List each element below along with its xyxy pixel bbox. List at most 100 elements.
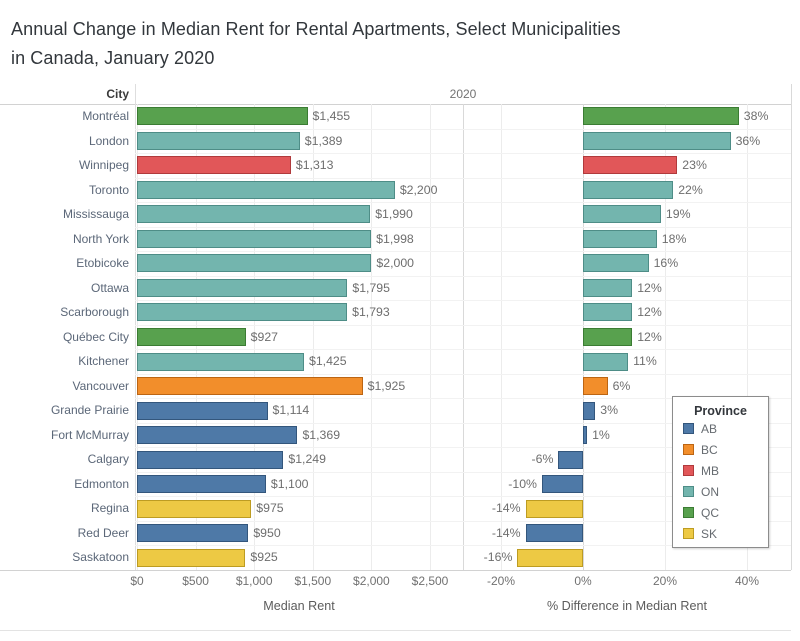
median-rent-value: $1,455 xyxy=(312,109,351,123)
pct-difference-bar[interactable] xyxy=(583,352,629,371)
row-divider xyxy=(135,471,791,473)
pct-difference-bar[interactable] xyxy=(583,180,674,199)
median-rent-value: $1,990 xyxy=(375,207,413,222)
pct-difference-bar[interactable] xyxy=(583,229,657,248)
pct-difference-value: -14% xyxy=(491,501,521,516)
city-label: Etobicoke xyxy=(76,256,129,271)
pct-difference-value: -16% xyxy=(483,550,513,565)
median-rent-bar[interactable] xyxy=(137,475,266,494)
row-divider xyxy=(135,202,791,204)
pct-difference-bar[interactable] xyxy=(583,278,633,297)
right-gridline xyxy=(665,104,666,570)
pct-difference-value: 23% xyxy=(682,158,707,173)
row-divider xyxy=(135,373,791,375)
axis-line xyxy=(0,570,791,571)
pct-difference-value: 11% xyxy=(633,354,657,369)
median-rent-bar[interactable] xyxy=(137,107,308,126)
pct-difference-bar[interactable] xyxy=(583,107,739,126)
pct-difference-bar[interactable] xyxy=(525,499,583,518)
pct-difference-value: 38% xyxy=(743,109,769,123)
pct-difference-bar[interactable] xyxy=(583,303,633,322)
city-label: North York xyxy=(72,231,129,246)
legend-swatch-on xyxy=(683,486,694,497)
right-axis-title: % Difference in Median Rent xyxy=(546,599,708,613)
median-rent-bar[interactable] xyxy=(137,278,348,297)
row-divider xyxy=(135,520,791,522)
legend-items: AB BC MB ON QC SK xyxy=(673,418,768,544)
legend-item-on[interactable]: ON xyxy=(673,481,768,502)
pct-difference-bar[interactable] xyxy=(583,131,731,150)
pct-difference-bar[interactable] xyxy=(583,426,588,445)
median-rent-bar[interactable] xyxy=(137,229,372,248)
median-rent-value: $975 xyxy=(256,501,284,516)
median-rent-bar[interactable] xyxy=(137,328,246,346)
median-rent-value: $1,313 xyxy=(295,158,334,173)
left-axis-tick: $1,000 xyxy=(235,574,273,588)
left-axis-tick: $500 xyxy=(182,574,209,588)
median-rent-bar[interactable] xyxy=(137,377,363,396)
row-divider xyxy=(135,422,791,424)
median-rent-value: $925 xyxy=(250,550,278,565)
left-gridline xyxy=(312,104,314,570)
row-divider xyxy=(135,545,791,547)
median-rent-value: $1,114 xyxy=(272,403,310,418)
right-axis-tick: -20% xyxy=(486,574,515,588)
city-label: Winnipeg xyxy=(78,158,129,173)
legend-label: AB xyxy=(701,421,718,436)
pct-difference-value: 12% xyxy=(637,305,662,320)
median-rent-bar[interactable] xyxy=(137,524,249,543)
city-label: Edmonton xyxy=(74,476,129,491)
pct-difference-bar[interactable] xyxy=(542,475,583,494)
median-rent-bar[interactable] xyxy=(137,426,298,445)
median-rent-value: $1,100 xyxy=(270,476,309,491)
median-rent-bar[interactable] xyxy=(137,254,372,273)
median-rent-bar[interactable] xyxy=(137,352,304,371)
median-rent-bar[interactable] xyxy=(137,548,246,567)
median-rent-value: $1,795 xyxy=(352,280,390,295)
row-divider xyxy=(135,398,791,400)
row-divider xyxy=(135,128,791,130)
city-label: London xyxy=(88,133,129,148)
left-axis-title: Median Rent xyxy=(263,599,335,613)
city-label: Kitchener xyxy=(78,354,129,369)
median-rent-bar[interactable] xyxy=(137,205,371,224)
pct-difference-bar[interactable] xyxy=(583,156,678,175)
legend-item-qc[interactable]: QC xyxy=(673,502,768,523)
median-rent-bar[interactable] xyxy=(137,156,291,175)
right-gridline xyxy=(501,104,502,570)
left-axis-tick: $2,000 xyxy=(353,574,390,588)
legend-label: MB xyxy=(701,463,719,478)
median-rent-bar[interactable] xyxy=(137,499,252,518)
legend-item-ab[interactable]: AB xyxy=(673,418,768,439)
column-header-year: 2020 xyxy=(449,87,477,101)
pct-difference-bar[interactable] xyxy=(583,401,596,420)
left-axis-tick: $2,500 xyxy=(411,574,449,588)
right-axis-tick: 0% xyxy=(574,574,592,588)
legend-label: BC xyxy=(701,442,718,457)
pct-difference-bar[interactable] xyxy=(583,377,608,396)
pct-difference-bar[interactable] xyxy=(558,450,583,469)
legend-title: Province xyxy=(694,404,747,418)
median-rent-bar[interactable] xyxy=(137,450,284,469)
legend-label: ON xyxy=(701,484,719,499)
legend-item-mb[interactable]: MB xyxy=(673,460,768,481)
pct-difference-bar[interactable] xyxy=(517,548,583,567)
pct-difference-bar[interactable] xyxy=(525,524,583,543)
chart-title-line1: Annual Change in Median Rent for Rental … xyxy=(11,19,621,39)
pct-difference-bar[interactable] xyxy=(583,328,633,346)
header-underline xyxy=(0,104,791,105)
row-divider xyxy=(135,349,791,351)
median-rent-bar[interactable] xyxy=(137,303,348,322)
legend-item-sk[interactable]: SK xyxy=(673,523,768,544)
median-rent-bar[interactable] xyxy=(137,180,395,199)
city-label: Grande Prairie xyxy=(50,403,129,418)
median-rent-bar[interactable] xyxy=(137,401,268,420)
legend-item-bc[interactable]: BC xyxy=(673,439,768,460)
median-rent-bar[interactable] xyxy=(137,131,300,150)
bottom-border xyxy=(0,630,791,631)
label-pane-divider xyxy=(135,84,136,570)
pct-difference-bar[interactable] xyxy=(583,254,649,273)
pct-difference-bar[interactable] xyxy=(583,205,661,224)
legend-swatch-ab xyxy=(683,423,694,434)
city-label: Regina xyxy=(90,501,129,516)
